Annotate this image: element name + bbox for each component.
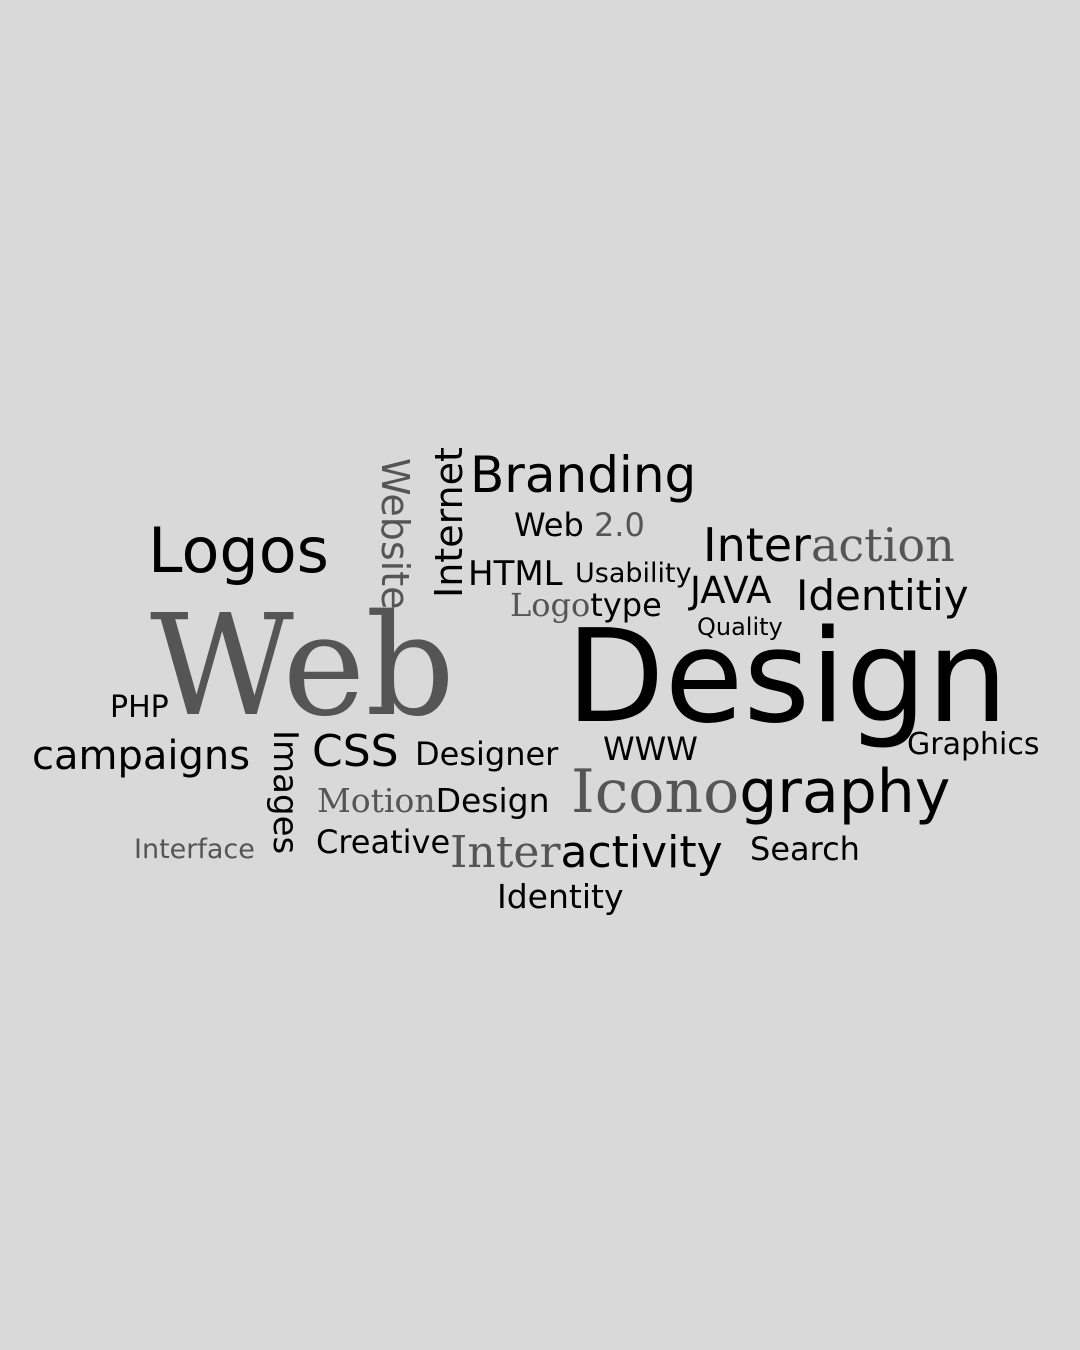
word-usability: Usability: [575, 558, 692, 589]
word-web-2-0: Web 2.0: [514, 506, 645, 544]
word-www: WWW: [603, 730, 698, 768]
word-identitiy: Identitiy: [796, 571, 969, 620]
word-css: CSS: [312, 726, 399, 777]
word-logotype: Logotype: [510, 586, 662, 624]
word-design-large: Design: [566, 603, 1008, 752]
word-designer: Designer: [415, 735, 559, 773]
word-images: Images: [265, 730, 305, 855]
word-motiondesign: MotionDesign: [317, 781, 550, 820]
word-interactivity: Interactivity: [450, 827, 723, 878]
word-search: Search: [750, 830, 860, 868]
word-interaction: Interaction: [703, 518, 955, 572]
word-campaigns: campaigns: [32, 733, 251, 779]
word-branding: Branding: [470, 446, 697, 504]
word-java: JAVA: [690, 569, 772, 612]
word-iconography: Iconography: [571, 757, 951, 827]
word-internet: Internet: [427, 447, 471, 598]
word-identity: Identity: [497, 877, 624, 916]
word-graphics: Graphics: [907, 727, 1040, 762]
word-php: PHP: [110, 690, 169, 725]
word-quality: Quality: [697, 613, 783, 641]
word-interface: Interface: [134, 834, 255, 865]
word-html: HTML: [468, 554, 563, 594]
word-creative: Creative: [316, 823, 451, 861]
word-web-large: Web: [150, 585, 455, 748]
word-logos: Logos: [148, 514, 329, 587]
